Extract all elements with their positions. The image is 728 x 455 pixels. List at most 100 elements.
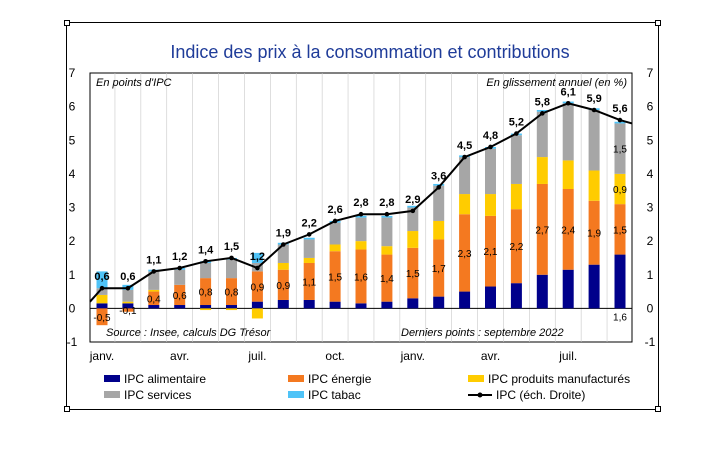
legend-item-ipc-line: IPC (éch. Droite) [468, 388, 585, 402]
bar-segment-ipc-alimentaire [174, 305, 186, 309]
bar-segment-ipc-produits-manufacturés [381, 246, 393, 255]
bar-value-label: 0,9 [250, 283, 264, 294]
y-tick-left: 0 [69, 301, 76, 315]
ipc-value-label: 4,5 [457, 140, 472, 152]
bar-segment-ipc-produits-manufacturés [510, 183, 522, 210]
ipc-value-label: 1,4 [198, 244, 214, 256]
legend-label-ipc-line: IPC (éch. Droite) [496, 388, 586, 402]
y-tick-left: -1 [67, 335, 78, 349]
bar-value-label: 1,5 [406, 269, 420, 280]
x-tick-label: janv. [400, 349, 425, 363]
x-tick-label: juil. [247, 349, 266, 363]
bar-segment-ipc-services [174, 269, 186, 285]
last-points-note: Derniers points : septembre 2022 [401, 327, 564, 339]
y-tick-right: 5 [647, 133, 654, 147]
bar-segment-ipc-énergie [355, 249, 367, 304]
ipc-line-point [358, 211, 364, 217]
ipc-line-point [565, 100, 571, 106]
bar-segment-ipc-énergie [277, 269, 289, 300]
ipc-value-label: 2,9 [405, 194, 420, 206]
legend-swatch-tabac [288, 391, 304, 399]
bar-value-label: 1,5 [613, 145, 627, 156]
bar-segment-ipc-alimentaire [562, 269, 574, 309]
stacked-bars [96, 101, 626, 326]
chart-title: Indice des prix à la consommation et con… [170, 42, 569, 62]
frame-handle-top-right[interactable] [655, 20, 661, 26]
bar-segment-ipc-alimentaire [407, 298, 419, 309]
bar-value-label: 1,4 [380, 274, 394, 285]
bar-segment-ipc-énergie [536, 183, 548, 275]
bar-segment-ipc-tabac [433, 183, 445, 186]
y-tick-left: 6 [69, 100, 76, 114]
bar-segment-ipc-produits-manufacturés [536, 157, 548, 184]
data-labels: 0,6 0,6 1,1 1,2 1,4 1,5 1,2 1,9 2,2 2,6 2,8 2,8 2,9 3… [93, 86, 627, 324]
bar-segment-ipc-énergie [614, 204, 626, 255]
bar-segment-ipc-énergie [407, 247, 419, 299]
bar-segment-ipc-énergie [96, 308, 108, 326]
y-tick-right: -1 [645, 335, 656, 349]
ipc-value-label: 2,8 [353, 197, 368, 209]
ipc-line-point [540, 111, 545, 116]
bar-value-label: 2,3 [458, 249, 472, 260]
frame-handle-top-left[interactable] [64, 20, 70, 26]
ipc-value-label: 6,1 [561, 86, 576, 98]
bar-value-label: 0,8 [225, 288, 239, 299]
bar-segment-ipc-services [96, 288, 108, 295]
bar-segment-ipc-services [381, 217, 393, 247]
ipc-value-label: 1,2 [172, 251, 187, 263]
ipc-value-label: 5,6 [612, 103, 627, 115]
legend-item-tabac: IPC tabac [288, 388, 361, 402]
ipc-line-point [462, 154, 467, 160]
bar-value-label: 1,5 [613, 225, 627, 236]
ipc-line-point [306, 232, 312, 237]
ipc-line-point [488, 144, 493, 150]
bar-value-label: 1,6 [354, 272, 368, 283]
y-tick-right: 4 [647, 167, 654, 181]
ipc-value-label: 2,2 [302, 217, 317, 229]
bar-segment-ipc-énergie [485, 215, 496, 287]
bar-segment-ipc-énergie [226, 278, 237, 306]
y-tick-right: 7 [647, 66, 654, 80]
legend-swatch-services [104, 391, 120, 399]
source-note: Source : Insee, calculs DG Trésor [106, 327, 272, 339]
bar-segment-ipc-tabac [614, 121, 626, 124]
frame-handle-bottom-right[interactable] [655, 406, 661, 412]
bar-segment-ipc-produits-manufacturés [562, 160, 574, 190]
y-tick-left: 7 [69, 66, 76, 80]
x-tick-label: avr. [481, 349, 500, 363]
bar-segment-ipc-alimentaire [433, 296, 445, 309]
bar-segment-ipc-services [459, 157, 471, 195]
bar-segment-ipc-produits-manufacturés [303, 257, 315, 263]
ipc-value-label: 1,2 [250, 251, 265, 263]
axis-ticks: -1 -1 0 0 1 1 2 2 3 3 4 4 5 5 6 6 7 7 janv. avr. juil. oct. ja… [67, 66, 656, 363]
y-tick-left: 5 [69, 133, 76, 147]
bar-segment-ipc-énergie [562, 189, 574, 270]
bar-value-label: 2,7 [535, 225, 549, 236]
bar-segment-ipc-tabac [407, 205, 419, 208]
bar-segment-ipc-services [433, 185, 445, 221]
bar-value-label: 0,9 [276, 281, 290, 292]
ipc-value-label: 5,2 [509, 117, 524, 129]
left-axis-unit-label: En points d'IPC [96, 77, 172, 89]
bar-value-label: 0,6 [173, 291, 187, 302]
bar-value-label: 0,8 [199, 288, 213, 299]
bar-value-label: 1,6 [613, 312, 627, 323]
bar-segment-ipc-services [200, 262, 212, 279]
bar-segment-ipc-services [536, 111, 548, 158]
frame-handle-bottom-left[interactable] [64, 406, 70, 412]
bar-segment-ipc-produits-manufacturés [329, 244, 341, 252]
bar-segment-ipc-tabac [251, 252, 263, 263]
bar-value-label: 0,9 [613, 185, 627, 196]
bar-segment-ipc-alimentaire [200, 305, 212, 309]
y-tick-right: 3 [647, 201, 654, 215]
ipc-line-point [436, 185, 442, 190]
ipc-line-point [255, 265, 260, 271]
ipc-value-label: 1,9 [276, 227, 291, 239]
ipc-line-point [384, 211, 390, 217]
ipc-line [89, 100, 633, 303]
bar-segment-ipc-services [148, 271, 160, 290]
y-tick-right: 0 [647, 301, 654, 315]
ipc-line-point [177, 265, 182, 271]
bar-segment-ipc-alimentaire [251, 301, 263, 309]
